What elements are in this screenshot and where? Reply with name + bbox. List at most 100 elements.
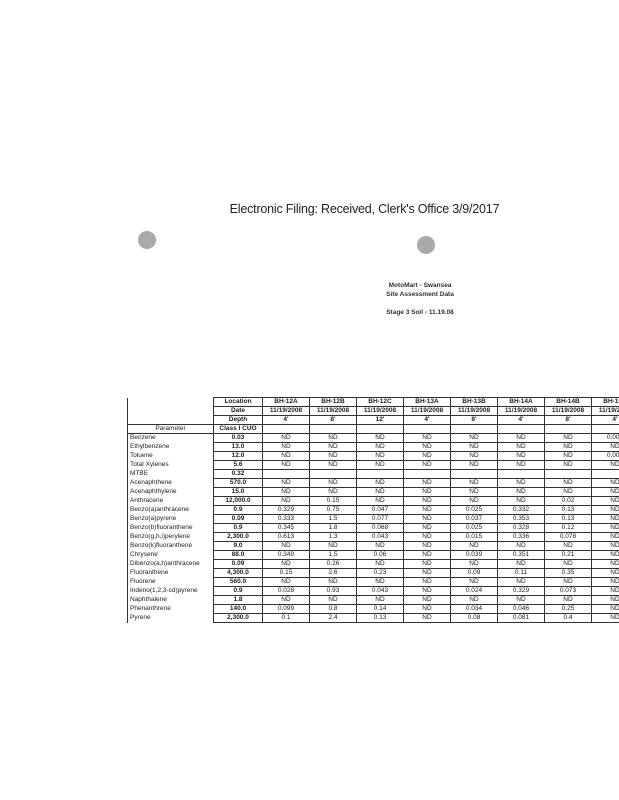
table-frame: Location BH-12A BH-12B BH-12C BH-13A BH-13B BH… (127, 397, 619, 627)
result: ND (403, 541, 451, 551)
result: ND (497, 559, 545, 569)
result: ND (450, 433, 498, 443)
result: 0.332 (497, 505, 545, 515)
result: 0.068 (356, 523, 404, 533)
result: ND (497, 478, 545, 488)
result: 0.073 (544, 586, 592, 596)
cuo-value: 2,300.0 (213, 613, 263, 623)
report-line: MotoMart - Swansea (388, 282, 452, 289)
result: 0.329 (497, 586, 545, 596)
result: ND (262, 577, 310, 587)
cuo-value: 13.0 (213, 442, 263, 452)
parameter: Chrysene (127, 550, 214, 560)
result: ND (356, 577, 404, 587)
result: 0.001 (591, 451, 619, 461)
result: ND (356, 559, 404, 569)
report-line: Stage 3 Soil - 11.19.08 (386, 309, 454, 316)
result: 0.329 (262, 505, 310, 515)
result: 1.3 (309, 532, 357, 542)
cuo-value: 9.0 (213, 541, 263, 551)
result: 0.12 (544, 523, 592, 533)
data-row: Chrysene 88.0 0.349 1.5 0.06 ND 0.039 0.351 0.21… (127, 550, 619, 560)
header-label: Depth (213, 415, 263, 425)
blank-cell (309, 424, 357, 434)
result: 0.13 (544, 514, 592, 524)
result: ND (403, 523, 451, 533)
parameter: Phenanthrene (127, 604, 214, 614)
result: ND (356, 442, 404, 452)
result: 0.15 (262, 568, 310, 578)
blank-cell (544, 469, 592, 479)
cuo-value: 2,300.0 (213, 532, 263, 542)
header-cell: 11/19/2008 (450, 406, 498, 416)
result: ND (591, 595, 619, 605)
result: ND (403, 505, 451, 515)
result: 0.351 (497, 550, 545, 560)
cuo-value: 4,300.0 (213, 568, 263, 578)
result: ND (450, 451, 498, 461)
result: ND (356, 541, 404, 551)
result: ND (403, 613, 451, 623)
parameter: Naphthalene (127, 595, 214, 605)
result: ND (356, 451, 404, 461)
result: ND (403, 514, 451, 524)
result: 1.5 (309, 514, 357, 524)
result: ND (450, 487, 498, 497)
header-cell: 4' (497, 415, 545, 425)
result: ND (262, 460, 310, 470)
blank-cell (544, 424, 592, 434)
header-cell: 11/19/2008 (544, 406, 592, 416)
result: 0.93 (309, 586, 357, 596)
result: 0.037 (450, 514, 498, 524)
result: 0.025 (450, 505, 498, 515)
parameter: Pyrene (127, 613, 214, 623)
cuo-value: 0.03 (213, 433, 263, 443)
result: ND (591, 505, 619, 515)
result: ND (262, 496, 310, 506)
result: ND (591, 478, 619, 488)
result: ND (403, 550, 451, 560)
result: ND (403, 487, 451, 497)
header-cell: BH-13B (450, 397, 498, 407)
result: 0.06 (356, 550, 404, 560)
parameter: Benzo(a)anthracene (127, 505, 214, 515)
result: ND (356, 478, 404, 488)
header-cell: 4' (262, 415, 310, 425)
result: ND (403, 442, 451, 452)
result: 0.25 (544, 604, 592, 614)
data-row: Benzo(b)fluoranthene 0.9 0.345 1.8 0.068 ND 0.… (127, 523, 619, 533)
blank-cell (262, 424, 310, 434)
cuo-label: Class I CUO (213, 424, 263, 434)
parameter: Ethylbenzene (127, 442, 214, 452)
header-cell: 11/19/2008 (309, 406, 357, 416)
result: 0.08 (450, 613, 498, 623)
result: ND (309, 595, 357, 605)
cuo-value: 12.0 (213, 451, 263, 461)
cuo-value: 0.9 (213, 586, 263, 596)
cuo-value: 560.0 (213, 577, 263, 587)
result: ND (497, 451, 545, 461)
result: 2.6 (309, 568, 357, 578)
parameter: Toluene (127, 451, 214, 461)
result: ND (497, 496, 545, 506)
data-row: Phenanthrene 140.0 0.099 0.8 0.14 ND 0.034 0.04… (127, 604, 619, 614)
parameter: Indeno(1,2,3-cd)pyrene (127, 586, 214, 596)
result: ND (497, 577, 545, 587)
result: ND (309, 451, 357, 461)
parameter: Fluorene (127, 577, 214, 587)
result: 0.14 (356, 604, 404, 614)
punch-hole (417, 236, 435, 254)
result: ND (450, 559, 498, 569)
result: 0.26 (309, 559, 357, 569)
filing-stamp: Electronic Filing: Received, Clerk's Off… (229, 202, 500, 216)
data-row: Benzo(a)anthracene 0.9 0.329 0.75 0.047 ND 0.0… (127, 505, 619, 515)
result: 0.015 (450, 532, 498, 542)
header-cell: BH-12B (309, 397, 357, 407)
parameter: Acenaphthylene (127, 487, 214, 497)
result: ND (309, 442, 357, 452)
result: 2.4 (309, 613, 357, 623)
result: 0.09 (450, 568, 498, 578)
